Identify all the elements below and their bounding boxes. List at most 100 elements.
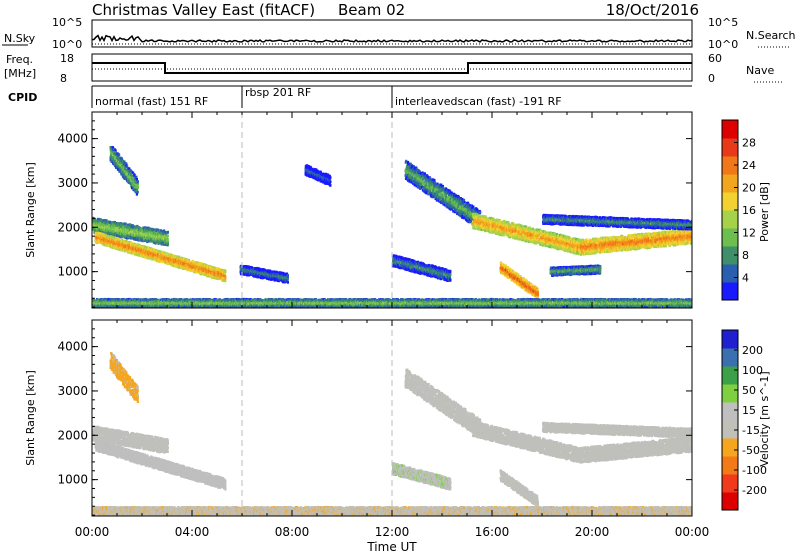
scatter-cell [166,243,169,247]
scatter-cell [148,232,152,236]
scatter-cell [153,249,156,252]
scatter-cell [166,234,169,238]
scatter-cell [147,234,150,237]
scatter-cell [131,246,134,249]
scatter-cell [116,237,119,240]
scatter-cell [106,225,109,228]
scatter-cell [166,242,169,245]
scatter-cell [102,224,105,227]
scatter-cell [449,278,452,282]
scatter-cell [136,186,139,189]
nsearch-tick-bottom: 10^0 [708,38,738,51]
scatter-cell [117,238,120,241]
scatter-cell [153,228,156,232]
scatter-cell [111,228,114,231]
scatter-cell [329,180,332,184]
date-label: 18/Oct/2016 [606,1,699,19]
scatter-cell [152,237,155,241]
scatter-cell [124,222,127,226]
scatter-cell [156,240,159,244]
scatter-feature-6 [404,159,482,231]
scatter-cell [166,230,169,234]
scatter-cell [154,242,157,245]
figure-title: Christmas Valley East (fitACF) [92,1,315,19]
cpid-mode-rbsp: rbsp 201 RF [245,86,311,99]
scatter-cell [111,238,114,241]
scatter-cell [136,180,139,183]
scatter-cell [224,279,227,282]
scatter-cell [136,191,139,194]
scatter-cell [152,257,155,261]
cpid-label: CPID [8,91,37,104]
scatter-cell [115,232,118,235]
scatter-cell [124,227,127,230]
noise-trace [91,34,693,45]
scatter-cell [144,226,147,230]
scatter-cell [163,229,166,232]
scatter-cell [147,246,150,250]
scatter-cell [95,229,98,233]
freq-tick-bottom: 8 [60,72,67,85]
scatter-cell [102,229,105,233]
scatter-cell [135,175,138,179]
scatter-cell [329,184,332,187]
scatter-cell [126,237,129,240]
scatter-cell [224,276,227,280]
nave-tick-bottom: 0 [708,72,715,85]
scatter-cell [146,233,149,236]
scatter-cell [131,227,134,231]
scatter-cell [177,255,180,259]
scatter-feature-4 [304,164,332,187]
scatter-cell [111,221,114,224]
nave-tick-top: 60 [708,52,722,65]
scatter-cell [149,230,152,234]
scatter-cell [164,243,167,246]
scatter-cell [329,176,332,179]
scatter-cell [147,239,150,243]
scatter-cell [122,222,125,226]
scatter-cell [97,237,100,240]
nsky-trace [91,34,693,43]
scatter-cell [109,221,112,224]
scatter-cell [108,233,111,237]
scatter-cell [162,260,165,263]
scatter-cell [449,273,452,276]
scatter-cell [126,244,129,247]
scatter-cell [441,267,444,270]
scatter-cell [154,238,157,242]
scatter-cell [158,233,162,237]
scatter-cell [124,235,128,239]
nsearch-tick-top: 10^5 [708,16,738,29]
scatter-cell [99,221,102,224]
scatter-cell [114,229,117,232]
scatter-cell [163,253,166,256]
scatter-cell [145,226,148,230]
scatter-cell [136,237,139,241]
scatter-cell [149,237,152,241]
scatter-cell [149,256,152,260]
scatter-cell [110,241,113,244]
nsearch-label: N.Search [746,29,796,42]
freq-tick-top: 18 [60,52,74,65]
scatter-cell [108,224,111,227]
scatter-cell [123,234,126,238]
nsky-label: N.Sky [4,32,36,45]
scatter-cell [108,235,111,239]
scatter-cell [99,218,103,221]
beam-label: Beam 02 [338,1,405,19]
nave-label: Nave [746,64,774,77]
scatter-cell [166,256,169,259]
scatter-cell [119,233,122,237]
scatter-cell [129,223,132,227]
scatter-cell [100,226,103,230]
freq-panel-frame [91,53,693,82]
scatter-cell [405,159,408,163]
scatter-cell [164,231,167,234]
scatter-cell [101,223,104,226]
cpid-mode-normal: normal (fast) 151 RF [95,95,208,108]
power-data [92,145,692,308]
scatter-cell [119,231,123,235]
scatter-cell [161,238,164,241]
